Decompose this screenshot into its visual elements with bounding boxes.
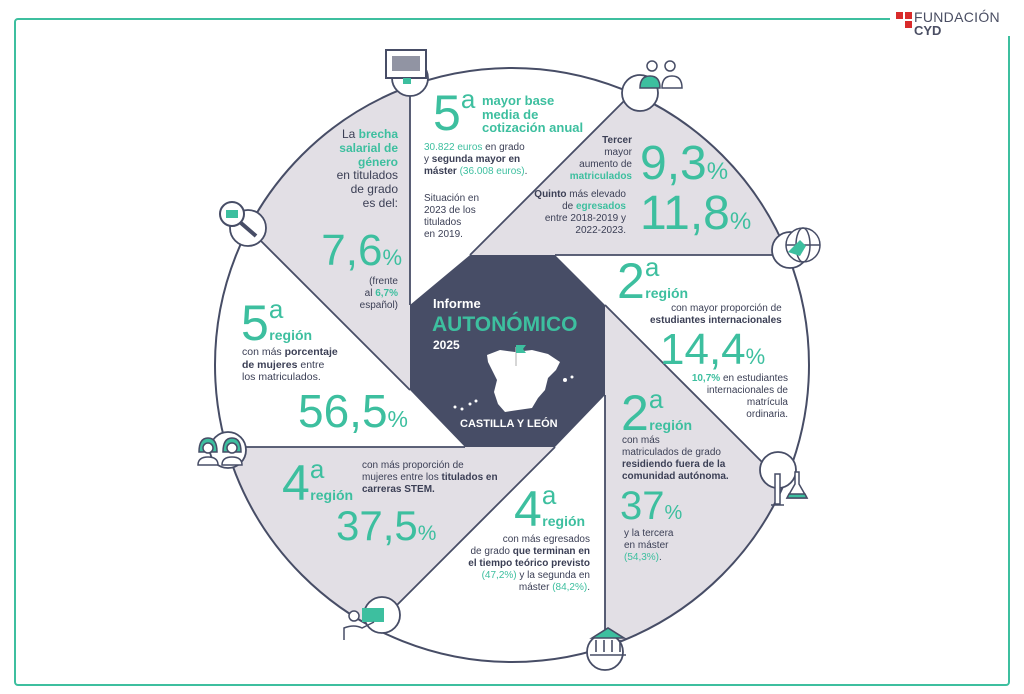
text-segment: La	[341, 127, 359, 141]
text-segment: Tercer	[602, 135, 632, 146]
flask-icon	[771, 471, 809, 506]
text-segment: con más proporción de mujeres entre los	[362, 460, 464, 483]
monitor-icon	[385, 49, 427, 84]
text-segment: más elevado de	[562, 189, 626, 212]
egresados-rank: 4aregión	[514, 480, 586, 537]
egresados-text: con más egresados de grado que terminan …	[468, 534, 590, 594]
brecha-value: 7,6%	[321, 226, 402, 275]
sector-stem	[215, 447, 555, 662]
matriculados-text: Tercer mayor aumento de matriculados	[570, 135, 632, 183]
center-title-main: AUTONÓMICO	[432, 313, 578, 336]
mujeres-text: con más porcentaje de mujeres entre los …	[242, 346, 338, 384]
brecha-text: La brecha salarial de género en titulado…	[336, 127, 398, 211]
text-segment: Quinto	[534, 189, 567, 200]
text-segment: español)	[359, 300, 398, 311]
internacionales-value: 14,4%	[660, 325, 766, 374]
text-segment: 6,7%	[375, 288, 398, 299]
brecha-note: (frente al 6,7% español)	[360, 276, 398, 312]
teacher-icon	[343, 608, 384, 640]
globe-icon	[785, 227, 821, 263]
spain-map	[487, 350, 560, 412]
text-segment: entre los matriculados.	[242, 358, 325, 384]
text-segment: con más matriculados de grado	[622, 435, 721, 458]
text-segment: brecha salarial de género	[339, 127, 398, 169]
text-segment: matriculados	[569, 171, 632, 182]
cotizacion-note: Situación en 2023 de los titulados en 20…	[424, 193, 480, 240]
text-segment: (54,3%)	[624, 552, 660, 563]
stem-text: con más proporción de mujeres entre los …	[362, 460, 498, 496]
text-segment: .	[659, 552, 662, 563]
mujeres-value: 56,5%	[298, 385, 408, 437]
internacionales-text: con mayor proporción de estudiantes inte…	[650, 303, 782, 327]
job-search-icon	[219, 201, 258, 238]
text-segment: titulados en carreras STEM.	[362, 472, 498, 495]
text-segment: entre 2018-2019 y 2022-2023.	[544, 213, 626, 236]
bank-icon	[589, 627, 627, 656]
egresados-growth-text: Quinto más elevado de egresados entre 20…	[534, 189, 626, 237]
text-segment: y la segunda en máster	[518, 570, 590, 593]
text-segment: con más egresados de grado	[470, 534, 590, 557]
internacionales-rank: 2aregión	[617, 252, 689, 309]
text-segment: en estudiantes internacionales de matríc…	[706, 373, 788, 420]
text-segment: y la tercera en máster	[624, 528, 674, 551]
egresados-growth-value: 11,8%	[640, 187, 752, 240]
text-segment: .	[587, 582, 590, 593]
logo-text-bold: CYD	[914, 23, 942, 38]
fuera-rank: 2aregión	[621, 384, 693, 441]
logo-text: FUNDACIÓN	[914, 9, 1000, 25]
text-segment: residiendo fuera de la comunidad autónom…	[622, 459, 729, 482]
text-segment: que terminan en el tiempo teórico previs…	[468, 546, 590, 569]
text-segment: mayor aumento de	[579, 147, 632, 170]
text-segment: segunda mayor en máster	[424, 154, 521, 177]
people-icon	[639, 60, 683, 89]
stem-value: 37,5%	[336, 502, 437, 549]
mujeres-rank: 5aregión	[241, 294, 313, 351]
text-segment: estudiantes internacionales	[650, 315, 782, 326]
text-segment: en grado y	[424, 142, 525, 165]
fuera-value: 37%	[620, 484, 683, 528]
text-segment: (47,2%)	[481, 570, 517, 581]
text-segment: con mayor proporción de	[671, 303, 782, 314]
center-region: CASTILLA Y LEÓN	[460, 418, 558, 430]
text-segment: con más	[242, 346, 285, 358]
text-segment: (36.008 euros)	[459, 166, 525, 177]
cotizacion-rank: 5a	[433, 84, 476, 141]
fuera-note: y la tercera en máster (54,3%).	[624, 528, 673, 564]
matriculados-value: 9,3%	[640, 137, 729, 190]
fundacion-cyd-logo: FUNDACIÓN CYD	[890, 6, 1020, 38]
internacionales-note: 10,7% en estudiantes internacionales de …	[692, 373, 788, 421]
center-title: Informe	[433, 296, 481, 311]
text-segment: (frente al	[364, 276, 398, 299]
text-segment: egresados	[575, 201, 626, 212]
text-segment: en titulados de grado es del:	[336, 168, 398, 210]
cotizacion-title: mayor base media de cotización anual	[482, 93, 584, 136]
center-year: 2025	[433, 338, 460, 352]
cotizacion-text: 30.822 euros en grado y segunda mayor en…	[424, 142, 527, 178]
text-segment: 10,7%	[691, 373, 721, 384]
flag-icon	[516, 345, 526, 353]
fuera-text: con más matriculados de grado residiendo…	[622, 435, 729, 483]
frame-border	[14, 18, 1010, 686]
women-icon	[197, 437, 243, 466]
stem-rank: 4aregión	[282, 454, 354, 511]
text-segment: 30.822 euros	[424, 142, 483, 153]
text-segment: (84,2%)	[552, 582, 588, 593]
text-segment: porcentaje de mujeres	[242, 346, 338, 371]
outer-circle	[214, 67, 810, 663]
text-segment: .	[524, 166, 528, 177]
